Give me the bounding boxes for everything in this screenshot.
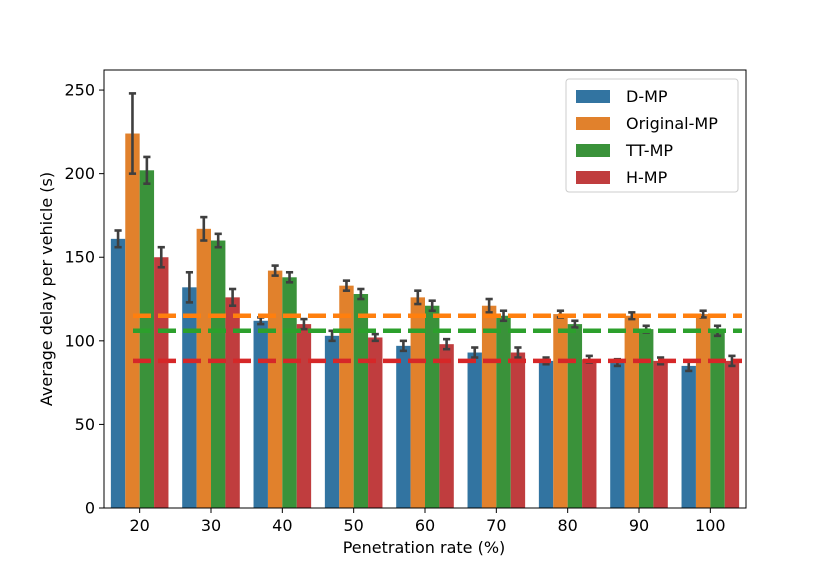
- y-tick-label-50: 50: [75, 415, 95, 434]
- x-tick-label-100: 100: [695, 516, 726, 535]
- bar-d-mp-90: [610, 362, 625, 508]
- y-tick-label-250: 250: [64, 81, 95, 100]
- bar-h-mp-20: [154, 257, 169, 508]
- x-tick-label-80: 80: [557, 516, 577, 535]
- legend-swatch-original-mp: [576, 117, 610, 130]
- bar-d-mp-80: [538, 360, 554, 508]
- bar-tt-mp-30: [211, 240, 226, 508]
- bar-tt-mp-20: [139, 170, 155, 508]
- bar-h-mp-80: [582, 359, 597, 508]
- bar-h-mp-50: [368, 337, 383, 508]
- x-tick-label-30: 30: [201, 516, 221, 535]
- bar-original-mp-90: [624, 315, 639, 508]
- bar-d-mp-100: [681, 365, 696, 508]
- bar-d-mp-20: [110, 238, 126, 508]
- bar-original-mp-50: [339, 285, 354, 508]
- legend-label-tt-mp: TT-MP: [625, 141, 673, 160]
- bar-original-mp-20: [125, 133, 140, 508]
- x-tick-label-90: 90: [629, 516, 649, 535]
- bar-d-mp-40: [253, 320, 268, 508]
- x-tick-label-40: 40: [272, 516, 292, 535]
- legend-swatch-d-mp: [576, 90, 610, 103]
- bar-d-mp-30: [182, 287, 197, 508]
- bar-tt-mp-80: [567, 324, 583, 508]
- axes-layer: 0 50 100 150 200 250 20 30 40 50 60 70 80 90 100: [64, 69, 747, 535]
- bar-original-mp-30: [196, 228, 211, 509]
- x-tick-label-60: 60: [415, 516, 435, 535]
- bar-tt-mp-90: [639, 329, 654, 508]
- bar-h-mp-30: [225, 297, 240, 508]
- bar-d-mp-60: [396, 345, 411, 508]
- bar-h-mp-60: [439, 344, 454, 508]
- y-axis-label: Average delay per vehicle (s): [37, 172, 56, 406]
- bar-tt-mp-60: [425, 305, 440, 508]
- bar-d-mp-70: [467, 352, 482, 508]
- bars-layer: [110, 133, 740, 509]
- y-tick-label-100: 100: [64, 331, 95, 350]
- bar-original-mp-100: [695, 314, 711, 508]
- bar-original-mp-70: [481, 305, 497, 508]
- legend-label-original-mp: Original-MP: [626, 114, 718, 133]
- legend-swatch-tt-mp: [576, 144, 610, 157]
- bar-original-mp-40: [267, 270, 283, 508]
- bar-tt-mp-50: [353, 294, 369, 508]
- x-tick-label-50: 50: [343, 516, 363, 535]
- bar-tt-mp-40: [282, 277, 297, 508]
- bar-original-mp-80: [553, 314, 568, 508]
- bar-original-mp-60: [410, 297, 425, 508]
- bar-d-mp-50: [324, 335, 340, 508]
- legend: D-MP Original-MP TT-MP H-MP: [565, 78, 739, 193]
- legend-box: [565, 78, 739, 193]
- legend-label-h-mp: H-MP: [626, 168, 668, 187]
- bar-h-mp-70: [510, 352, 526, 508]
- bar-h-mp-100: [724, 360, 740, 508]
- y-tick-label-0: 0: [85, 499, 95, 518]
- bar-tt-mp-70: [496, 315, 511, 508]
- bar-tt-mp-100: [710, 330, 725, 508]
- bar-h-mp-90: [653, 360, 668, 508]
- legend-label-d-mp: D-MP: [626, 87, 668, 106]
- bar-h-mp-40: [296, 324, 312, 508]
- x-tick-label-20: 20: [129, 516, 149, 535]
- x-tick-label-70: 70: [486, 516, 506, 535]
- y-tick-label-150: 150: [64, 248, 95, 267]
- legend-swatch-h-mp: [576, 171, 610, 184]
- y-tick-label-200: 200: [64, 164, 95, 183]
- reference-lines-layer: [133, 313, 742, 364]
- x-axis-label: Penetration rate (%): [343, 538, 506, 557]
